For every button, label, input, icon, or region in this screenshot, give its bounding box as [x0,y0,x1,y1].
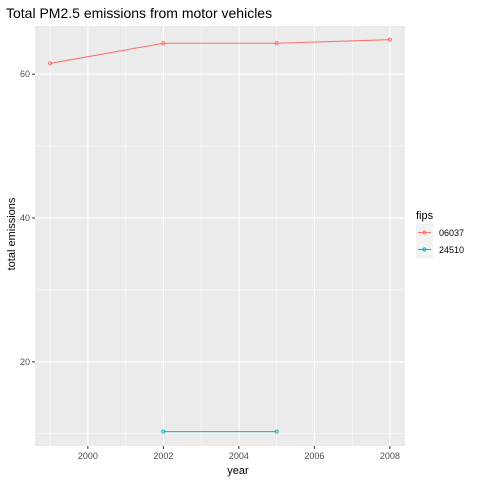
legend-key-point [422,230,427,235]
legend-key-point [422,247,427,252]
y-axis-ticks: 20 40 60 [20,69,35,367]
grid-lines [35,26,405,446]
y-tick-label: 60 [20,69,30,79]
series-24510 [161,429,279,434]
series-06037 [48,37,392,66]
y-tick-label: 40 [20,213,30,223]
legend-label: 24510 [439,245,464,255]
series-line-06037 [50,39,390,64]
plot-panel [35,26,405,446]
data-point [161,41,166,46]
chart-title: Total PM2.5 emissions from motor vehicle… [6,5,272,21]
legend-item-06037: 06037 [416,224,464,241]
series-layer [48,37,392,434]
legend-label: 06037 [439,228,464,238]
legend: fips 06037 24510 [416,210,464,258]
x-tick-label: 2000 [78,451,98,461]
x-axis-label: year [227,465,249,477]
data-point [274,429,279,434]
x-tick-label: 2002 [153,451,173,461]
data-point [387,37,392,42]
x-tick-label: 2004 [229,451,249,461]
data-point [274,41,279,46]
x-tick-label: 2006 [304,451,324,461]
data-point [161,429,166,434]
legend-item-24510: 24510 [416,241,464,258]
y-tick-label: 20 [20,357,30,367]
x-tick-label: 2008 [380,451,400,461]
x-axis-ticks: 2000 2002 2004 2006 2008 [78,446,400,461]
legend-title: fips [416,210,434,222]
data-point [48,61,53,66]
y-axis-label: total emissions [6,197,18,270]
